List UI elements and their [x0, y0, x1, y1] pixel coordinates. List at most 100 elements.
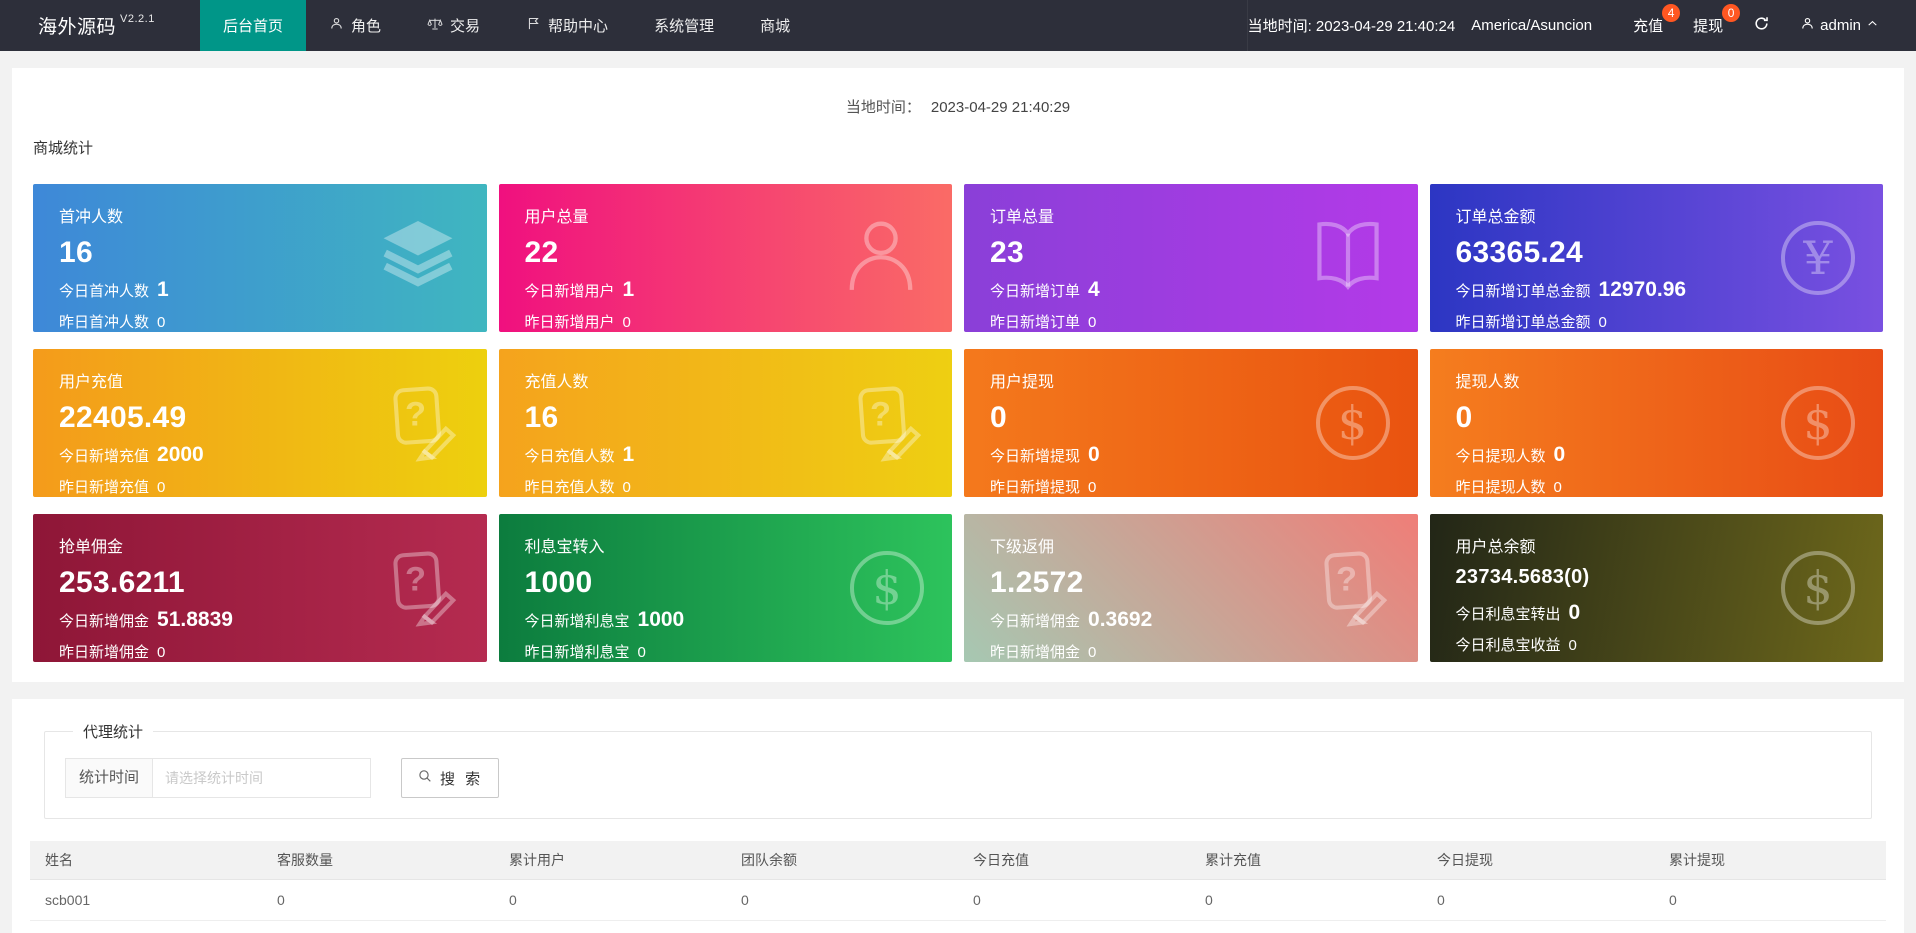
edit-document-icon: ?: [392, 386, 456, 462]
stat-card-title: 用户总余额: [1455, 539, 1536, 556]
stat-card-today-line: 今日新增用户 1: [525, 278, 927, 302]
person-icon: [849, 221, 913, 291]
table-header-cell: 客服数量: [262, 841, 494, 880]
nav-item-label: 交易: [450, 18, 481, 35]
yesterday-label: 今日利息宝收益: [1455, 637, 1561, 654]
yesterday-label: 昨日提现人数: [1455, 479, 1546, 496]
stat-card-title: 订单总金额: [1455, 209, 1536, 226]
content-local-time: 当地时间： 2023-04-29 21:40:29: [33, 86, 1883, 137]
nav-item-home[interactable]: 后台首页: [200, 0, 307, 51]
today-value: 0: [1568, 601, 1581, 624]
withdraw-link[interactable]: 提现 0: [1678, 0, 1741, 51]
yesterday-value: 0: [157, 644, 166, 661]
stat-card-icon-wrap: $: [1781, 386, 1855, 460]
edit-document-icon: ?: [392, 551, 456, 627]
nav-item-system[interactable]: 系统管理: [631, 0, 737, 51]
nav-item-label: 商城: [760, 18, 791, 35]
dollar-circle-icon: $: [1781, 386, 1855, 460]
table-cell: 0: [262, 920, 494, 933]
today-label: 今日提现人数: [1455, 448, 1546, 465]
stat-time-label: 统计时间: [65, 758, 154, 798]
chevron-up-icon: [1866, 17, 1879, 34]
svg-text:?: ?: [405, 395, 426, 433]
today-label: 今日新增订单: [990, 283, 1081, 300]
stat-card-2: 用户总量 22 今日新增用户 1 昨日新增用户 0: [498, 184, 952, 332]
refresh-button[interactable]: [1738, 0, 1785, 51]
svg-text:?: ?: [870, 395, 891, 433]
table-cell: 0: [1422, 879, 1654, 921]
stat-card-title: 利息宝转入: [524, 539, 605, 556]
stat-card-today-line: 今日提现人数 0: [1456, 443, 1858, 467]
stat-card-1: 首冲人数 16 今日首冲人数 1 昨日首冲人数 0: [33, 184, 487, 332]
stat-card-value: 0: [1455, 401, 1473, 434]
yesterday-value: 0: [1088, 479, 1097, 496]
agent-table-body: scb0010000000scb0020000000sc0030000000: [30, 879, 1886, 933]
stat-card-value: 16: [59, 236, 93, 269]
stat-card-title: 订单总量: [990, 209, 1055, 226]
stat-card-yesterday-line: 昨日新增充值 0: [59, 476, 461, 497]
table-header-cell: 今日提现: [1422, 841, 1654, 880]
table-header-cell: 今日充值: [958, 841, 1190, 880]
search-button-label: 搜 索: [440, 770, 484, 788]
recharge-link[interactable]: 充值 4: [1618, 0, 1681, 51]
stat-time-input[interactable]: [153, 758, 372, 798]
stat-card-7: 用户提现 0 今日新增提现 0 昨日新增提现 0 $: [964, 349, 1418, 497]
stat-card-yesterday-line: 昨日提现人数 0: [1456, 476, 1858, 497]
today-label: 今日充值人数: [524, 448, 615, 465]
nav-item-roles[interactable]: 角色: [306, 0, 404, 51]
agent-table-head: 姓名 客服数量 累计用户 团队余额 今日充值 累计充值 今日提现 累计提现: [30, 841, 1886, 880]
stat-card-value: 253.6211: [59, 566, 185, 599]
stat-card-yesterday-line: 昨日充值人数 0: [525, 476, 927, 497]
today-label: 今日新增佣金: [990, 613, 1081, 630]
today-value: 12970.96: [1598, 278, 1687, 301]
yesterday-value: 0: [1553, 479, 1562, 496]
table-header-cell: 累计用户: [494, 841, 726, 880]
table-header-cell: 累计充值: [1190, 841, 1422, 880]
stat-card-title: 用户提现: [990, 374, 1055, 391]
table-header-cell: 团队余额: [726, 841, 958, 880]
withdraw-badge: 0: [1722, 4, 1741, 22]
yesterday-label: 昨日充值人数: [524, 479, 615, 496]
layers-icon: [383, 221, 452, 287]
stat-card-icon-wrap: ?: [1308, 545, 1390, 632]
nav-item-trade[interactable]: 交易: [404, 0, 503, 51]
nav-item-label: 角色: [351, 18, 382, 35]
stat-card-title: 首冲人数: [59, 209, 124, 226]
table-cell: 0: [1654, 920, 1886, 933]
nav-item-label: 后台首页: [223, 18, 284, 35]
table-cell: 0: [726, 879, 958, 921]
nav-item-help-center[interactable]: 帮助中心: [503, 0, 631, 51]
person-icon: [329, 16, 344, 35]
table-cell: 0: [1654, 879, 1886, 921]
yen-circle-icon: ¥: [1781, 221, 1855, 295]
stat-card-icon-wrap: ?: [377, 545, 459, 632]
nav-item-mall[interactable]: 商城: [737, 0, 813, 51]
user-menu[interactable]: admin: [1785, 0, 1894, 51]
stat-card-yesterday-line: 昨日新增提现 0: [990, 476, 1392, 497]
stat-card-4: 订单总金额 63365.24 今日新增订单总金额 12970.96 昨日新增订单总金额 0…: [1429, 184, 1883, 332]
table-header-cell: 累计提现: [1654, 841, 1886, 880]
table-cell: scb002: [30, 920, 262, 933]
table-cell: 0: [1190, 920, 1422, 933]
stat-card-yesterday-line: 昨日首冲人数 0: [59, 311, 461, 332]
today-label: 今日新增充值: [59, 448, 150, 465]
stat-card-5: 用户充值 22405.49 今日新增充值 2000 昨日新增充值 0?: [33, 349, 487, 497]
stat-cards-grid: 首冲人数 16 今日首冲人数 1 昨日首冲人数 0 用户总量 22 今日新增用户 1 昨日新增用户 0…: [33, 184, 1883, 662]
stat-card-today-line: 今日新增利息宝 1000: [525, 608, 927, 632]
search-button[interactable]: 搜 索: [401, 758, 500, 798]
stat-card-value: 16: [524, 401, 559, 434]
yesterday-label: 昨日新增佣金: [990, 644, 1081, 661]
table-cell: 0: [958, 920, 1190, 933]
username: admin: [1820, 17, 1861, 34]
today-value: 2000: [157, 443, 204, 466]
stat-card-icon-wrap: [1306, 214, 1390, 303]
app-version: V2.2.1: [120, 12, 155, 25]
stat-card-value: 23734.5683(0): [1455, 566, 1590, 588]
navbar-right: 当地时间: 2023-04-29 21:40:24 America/Asunci…: [1246, 0, 1916, 51]
content-time-label: 当地时间：: [845, 99, 921, 116]
stat-card-12: 用户总余额 23734.5683(0) 今日利息宝转出 0 今日利息宝收益 0 $: [1429, 514, 1883, 662]
stat-card-today-line: 今日新增佣金 51.8839: [59, 608, 461, 632]
stat-card-3: 订单总量 23 今日新增订单 4 昨日新增订单 0: [964, 184, 1418, 332]
refresh-icon: [1753, 15, 1770, 36]
table-cell: scb001: [30, 879, 262, 921]
